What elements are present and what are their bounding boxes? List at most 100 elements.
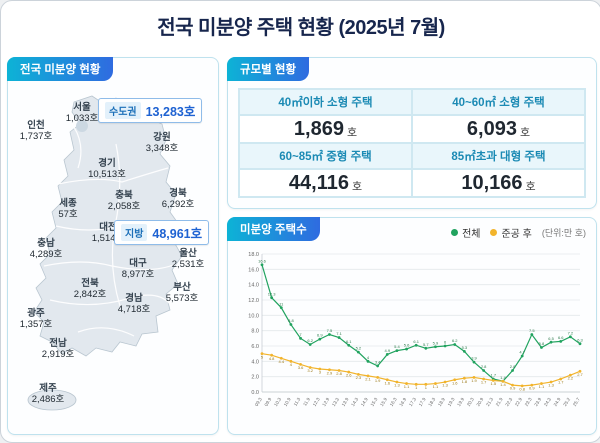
svg-text:1.8: 1.8	[462, 379, 468, 384]
size-value-unit-2: 호	[519, 127, 531, 139]
svg-text:18.3: 18.3	[427, 397, 436, 408]
svg-text:5.2: 5.2	[356, 346, 362, 351]
svg-text:23.9: 23.9	[533, 397, 542, 408]
svg-text:1.3: 1.3	[394, 383, 400, 388]
map-region-label: 경남 4,718호	[117, 293, 151, 315]
svg-text:3: 3	[319, 370, 322, 375]
svg-text:1.6: 1.6	[384, 380, 390, 385]
svg-text:1.6: 1.6	[452, 380, 458, 385]
svg-text:4: 4	[367, 355, 370, 360]
svg-text:25.2: 25.2	[562, 397, 571, 408]
svg-text:3.4: 3.4	[375, 360, 381, 365]
map-region-label: 충남 4,289호	[29, 238, 63, 260]
svg-text:1.1: 1.1	[539, 384, 545, 389]
svg-text:2.2: 2.2	[568, 376, 574, 381]
svg-text:10.0: 10.0	[248, 313, 259, 319]
legend-item-total: 전체	[451, 225, 480, 240]
map-region-label: 충북 2,058호	[107, 190, 141, 212]
svg-text:6.1: 6.1	[346, 339, 352, 344]
svg-text:7: 7	[299, 332, 302, 337]
svg-text:0.9: 0.9	[510, 386, 516, 391]
svg-text:11.9: 11.9	[302, 397, 311, 407]
svg-text:2.8: 2.8	[481, 364, 487, 369]
map-region-label: 울산 2,531호	[171, 248, 205, 270]
svg-text:22.9: 22.9	[514, 397, 523, 408]
size-cell-header-2: 40~60㎡ 소형 주택	[412, 89, 585, 115]
svg-text:5.3: 5.3	[462, 345, 468, 350]
size-cell-value-1: 1,869 호	[239, 115, 412, 143]
map-region-label: 대구 8,977호	[121, 258, 155, 280]
svg-text:12.3: 12.3	[268, 291, 277, 296]
map-region-label: 제주 2,486호	[31, 383, 65, 405]
map-region-label: 경북 6,292호	[161, 188, 195, 210]
svg-text:19.9: 19.9	[456, 397, 465, 408]
size-table: 40㎡이하 소형 주택 40~60㎡ 소형 주택 1,869 호 6,093 호…	[238, 88, 586, 198]
size-value-number-4: 10,166	[461, 171, 523, 194]
legend-item-completed: 준공 후	[490, 225, 532, 240]
svg-text:2.0: 2.0	[251, 375, 259, 381]
svg-text:0.9: 0.9	[529, 386, 535, 391]
svg-text:4.8: 4.8	[269, 356, 275, 361]
svg-text:2.3: 2.3	[356, 375, 362, 380]
svg-text:25.7: 25.7	[572, 397, 581, 408]
map-region-label: 강원 3,348호	[145, 132, 179, 154]
svg-text:15.3: 15.3	[369, 397, 378, 408]
size-value-number-1: 1,869	[293, 117, 344, 140]
svg-text:5.9: 5.9	[433, 340, 439, 345]
map-region-label: 인천 1,737호	[19, 120, 53, 142]
svg-text:24.3: 24.3	[543, 397, 552, 408]
svg-text:6.9: 6.9	[317, 333, 323, 338]
svg-text:6: 6	[444, 340, 447, 345]
korea-map: 수도권 13,283호 지방 48,961호 서울 1,033호 인천 1,737호 강…	[12, 84, 214, 430]
svg-text:12.3: 12.3	[312, 397, 321, 408]
map-region-label: 세종 57호	[58, 198, 78, 220]
svg-text:1.1: 1.1	[433, 384, 439, 389]
size-value-number-2: 6,093	[466, 117, 517, 140]
svg-text:4.9: 4.9	[384, 348, 390, 353]
size-cell-value-2: 6,093 호	[412, 115, 585, 143]
svg-text:3.2: 3.2	[307, 368, 313, 373]
svg-text:24.9: 24.9	[553, 397, 562, 408]
svg-text:13.3: 13.3	[331, 397, 340, 408]
svg-text:2.8: 2.8	[510, 364, 516, 369]
svg-text:1.3: 1.3	[548, 383, 554, 388]
svg-text:6.2: 6.2	[307, 338, 313, 343]
size-cell-value-3: 44,116 호	[239, 169, 412, 197]
svg-text:14.9: 14.9	[360, 397, 369, 408]
size-panel-header: 규모별 현황	[227, 57, 310, 81]
svg-text:11: 11	[279, 301, 284, 306]
size-cell-value-4: 10,166 호	[412, 169, 585, 197]
svg-text:17.3: 17.3	[408, 397, 417, 408]
svg-text:7.5: 7.5	[529, 328, 535, 333]
seoul-area-mark	[76, 120, 88, 132]
svg-text:1.7: 1.7	[558, 380, 564, 385]
unsold-housing-line-chart: 0.02.04.06.08.010.012.014.016.018.009.3 0…	[248, 252, 583, 408]
svg-text:21.3: 21.3	[485, 397, 494, 408]
svg-text:5.7: 5.7	[423, 342, 429, 347]
svg-text:8.0: 8.0	[251, 329, 259, 335]
svg-text:16.6: 16.6	[258, 258, 267, 263]
svg-text:6.5: 6.5	[548, 336, 554, 341]
svg-text:09.3: 09.3	[254, 397, 263, 408]
svg-text:8.8: 8.8	[288, 318, 294, 323]
map-region-label: 대전 1,514호	[91, 222, 125, 244]
svg-text:3.9: 3.9	[471, 356, 477, 361]
svg-text:1.1: 1.1	[404, 384, 410, 389]
svg-text:6.6: 6.6	[558, 335, 564, 340]
svg-text:4.4: 4.4	[278, 359, 284, 364]
svg-text:20.3: 20.3	[466, 397, 475, 408]
map-region-label: 전북 2,842호	[73, 278, 107, 300]
svg-text:1.9: 1.9	[471, 378, 477, 383]
map-region-label: 경기 10,513호	[88, 158, 126, 180]
svg-text:3.6: 3.6	[298, 365, 304, 370]
svg-text:1.9: 1.9	[375, 378, 381, 383]
svg-text:22.3: 22.3	[504, 397, 513, 408]
svg-text:7.2: 7.2	[568, 330, 574, 335]
svg-text:4.7: 4.7	[519, 350, 525, 355]
map-region-label: 전남 2,919호	[41, 338, 75, 360]
size-cell-header-4: 85㎡초과 대형 주택	[412, 143, 585, 169]
svg-text:15.9: 15.9	[379, 397, 388, 408]
svg-text:2.6: 2.6	[346, 373, 352, 378]
svg-text:2.7: 2.7	[577, 372, 583, 377]
